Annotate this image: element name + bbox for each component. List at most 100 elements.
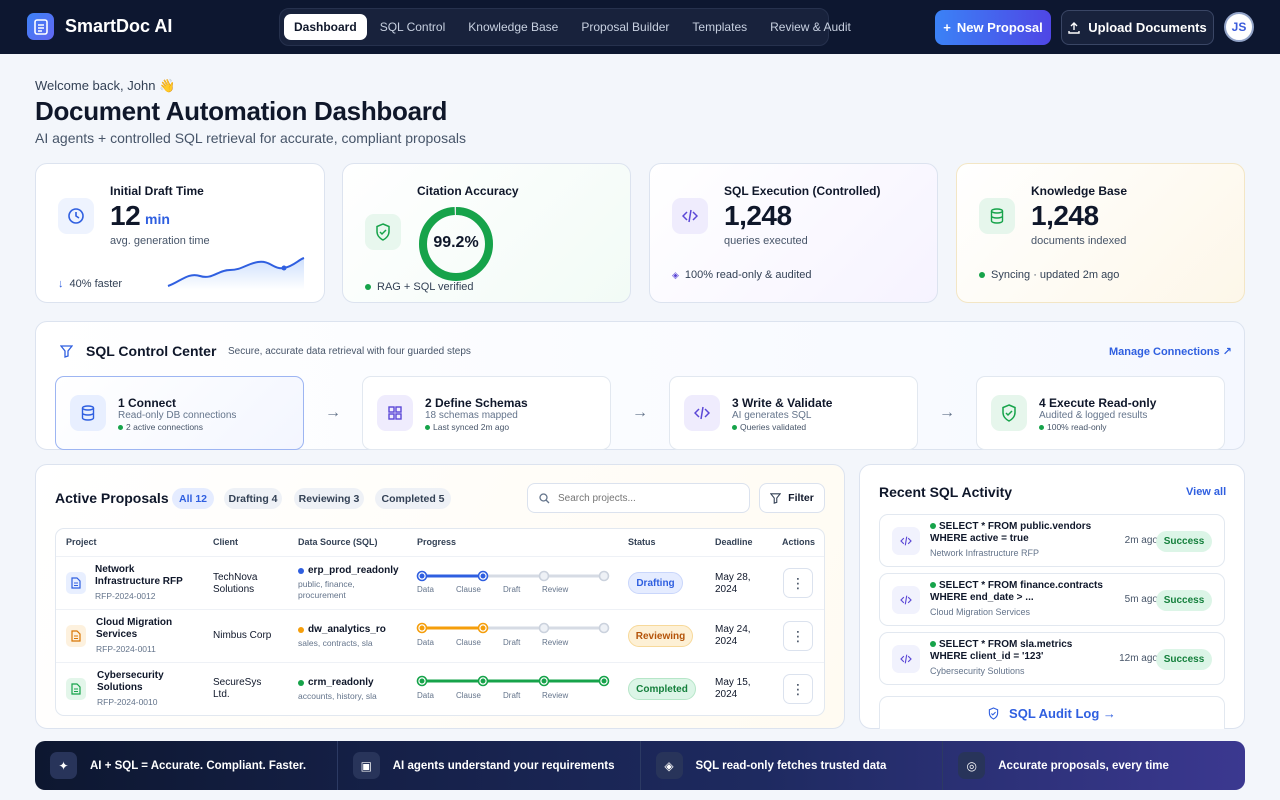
activity-project: Cybersecurity Solutions (930, 666, 1025, 676)
clock-icon (58, 198, 94, 234)
document-logo-icon[interactable] (27, 13, 54, 40)
activity-project: Network Infrastructure RFP (930, 548, 1040, 558)
database-icon (70, 395, 106, 431)
progress-node (538, 570, 550, 582)
activity-item[interactable]: SELECT * FROM finance.contracts WHERE end… (879, 573, 1225, 626)
grid-icon (377, 395, 413, 431)
stage-label: Data (417, 638, 434, 647)
project-name[interactable]: Network Infrastructure RFP (95, 564, 183, 587)
step-write-validate[interactable]: 3 Write & Validate AI generates SQL Quer… (669, 376, 918, 450)
tab-knowledge-base[interactable]: Knowledge Base (468, 20, 559, 34)
proposals-table (55, 528, 825, 716)
code-icon (672, 198, 708, 234)
more-actions-button[interactable]: ⋮ (783, 621, 813, 651)
shield-check-icon (991, 395, 1027, 431)
step-note-text: 2 active connections (126, 422, 204, 432)
tab-review-audit[interactable]: Review & Audit (770, 20, 851, 34)
progress-tracker (416, 570, 610, 582)
more-actions-button[interactable]: ⋮ (783, 674, 813, 704)
kpi-citation-value: 99.2% (433, 234, 479, 251)
step-define-schemas[interactable]: 2 Define Schemas 18 schemas mapped Last … (362, 376, 611, 450)
view-all-link[interactable]: View all (1186, 486, 1227, 498)
step-note: 100% read-only (1039, 422, 1107, 432)
more-actions-button[interactable]: ⋮ (783, 568, 813, 598)
progress-node (538, 622, 550, 634)
stage-label: Data (417, 585, 434, 594)
step-title: 4 Execute Read-only (1039, 396, 1157, 410)
data-source: dw_analytics_ro (298, 624, 386, 635)
stage-label: Review (542, 638, 569, 647)
database-shield-icon: ◈ (655, 752, 683, 779)
tab-templates[interactable]: Templates (692, 20, 748, 34)
kpi-sql-footer: ◈ 100% read-only & audited (672, 269, 812, 281)
activity-item[interactable]: SELECT * FROM public.vendors WHERE active… (879, 514, 1225, 567)
progress-node-core (541, 678, 547, 684)
col-actions: Actions (782, 537, 816, 547)
stage-label: Clause (456, 638, 481, 647)
step-note: Queries validated (732, 422, 806, 432)
kpi-kb-title: Knowledge Base (1031, 184, 1128, 198)
deadline: May 28, 2024 (715, 572, 751, 595)
sql-query: SELECT * FROM public.vendors WHERE active… (930, 521, 1092, 544)
activity-time: 2m ago (1124, 535, 1158, 546)
stage-label: Clause (456, 691, 481, 700)
shield-check-icon (365, 214, 401, 250)
deadline: May 15, 2024 (715, 677, 751, 700)
kpi-citation-card: Citation Accuracy 99.2% RAG + SQL verifi… (342, 163, 631, 303)
main-nav: Dashboard SQL Control Knowledge Base Pro… (279, 8, 851, 46)
kpi-sql-execution-card: SQL Execution (Controlled) 1,248 queries… (649, 163, 938, 303)
kpi-sql-value: 1,248 (724, 200, 792, 231)
file-icon (66, 678, 86, 700)
manage-connections-link[interactable]: Manage Connections ↗ (1109, 346, 1232, 358)
tab-proposal-builder[interactable]: Proposal Builder (581, 20, 670, 34)
upload-documents-button[interactable]: Upload Documents (1061, 10, 1214, 45)
step-connect[interactable]: 1 Connect Read-only DB connections 2 act… (55, 376, 304, 450)
tab-sql-control[interactable]: SQL Control (379, 20, 446, 34)
deadline: May 24, 2024 (715, 624, 751, 647)
activity-time: 5m ago (1124, 594, 1158, 605)
search-input[interactable] (558, 492, 738, 504)
project-name[interactable]: Cybersecurity Solutions (97, 670, 164, 693)
status-dot (732, 424, 737, 430)
code-icon (892, 645, 920, 673)
new-proposal-button[interactable]: + New Proposal (935, 10, 1051, 45)
tab-dashboard[interactable]: Dashboard (284, 14, 367, 40)
welcome-text: Welcome back, John 👋 (35, 78, 176, 93)
target-icon: ◎ (958, 752, 986, 779)
col-status: Status (628, 537, 656, 547)
stage-label: Clause (456, 585, 481, 594)
page-subtitle: AI agents + controlled SQL retrieval for… (35, 130, 466, 146)
activity-time: 12m ago (1119, 653, 1158, 664)
kpi-citation-footer: RAG + SQL verified (365, 281, 474, 293)
step-note: Last synced 2m ago (425, 422, 509, 432)
filter-button[interactable]: Filter (759, 483, 825, 513)
upload-icon (1068, 21, 1080, 34)
kpi-kb-footer: Syncing · updated 2m ago (979, 269, 1119, 281)
search-box[interactable] (527, 483, 750, 513)
proposals-title: Active Proposals (55, 490, 169, 506)
activity-item[interactable]: SELECT * FROM sla.metrics WHERE client_id… (879, 632, 1225, 685)
filter-drafting[interactable]: Drafting 4 (224, 488, 282, 509)
divider (56, 609, 824, 610)
filter-icon (770, 492, 782, 504)
user-avatar[interactable]: JS (1224, 12, 1254, 42)
divider (56, 662, 824, 663)
filter-reviewing[interactable]: Reviewing 3 (294, 488, 364, 509)
source-dot (298, 679, 304, 686)
sql-audit-log-button[interactable]: SQL Audit Log → (879, 696, 1225, 729)
bottom-banner: ✦ AI + SQL = Accurate. Compliant. Faster.… (35, 741, 1245, 790)
step-note: 2 active connections (118, 422, 203, 432)
filter-all[interactable]: All 12 (172, 488, 214, 509)
search-icon (539, 492, 550, 503)
source-dot (298, 626, 304, 633)
progress-tracker (416, 675, 610, 687)
audit-log-label: SQL Audit Log → (1009, 705, 1116, 721)
filter-completed[interactable]: Completed 5 (375, 488, 451, 509)
top-bar: SmartDoc AI Dashboard SQL Control Knowle… (0, 0, 1280, 54)
draft-sparkline (167, 257, 305, 290)
project-name[interactable]: Cloud Migration Services (96, 617, 173, 640)
step-execute-readonly[interactable]: 4 Execute Read-only Audited & logged res… (976, 376, 1225, 450)
progress-node-core (480, 678, 486, 684)
step-title: 3 Write & Validate (732, 396, 833, 410)
progress-node-core (480, 573, 486, 579)
